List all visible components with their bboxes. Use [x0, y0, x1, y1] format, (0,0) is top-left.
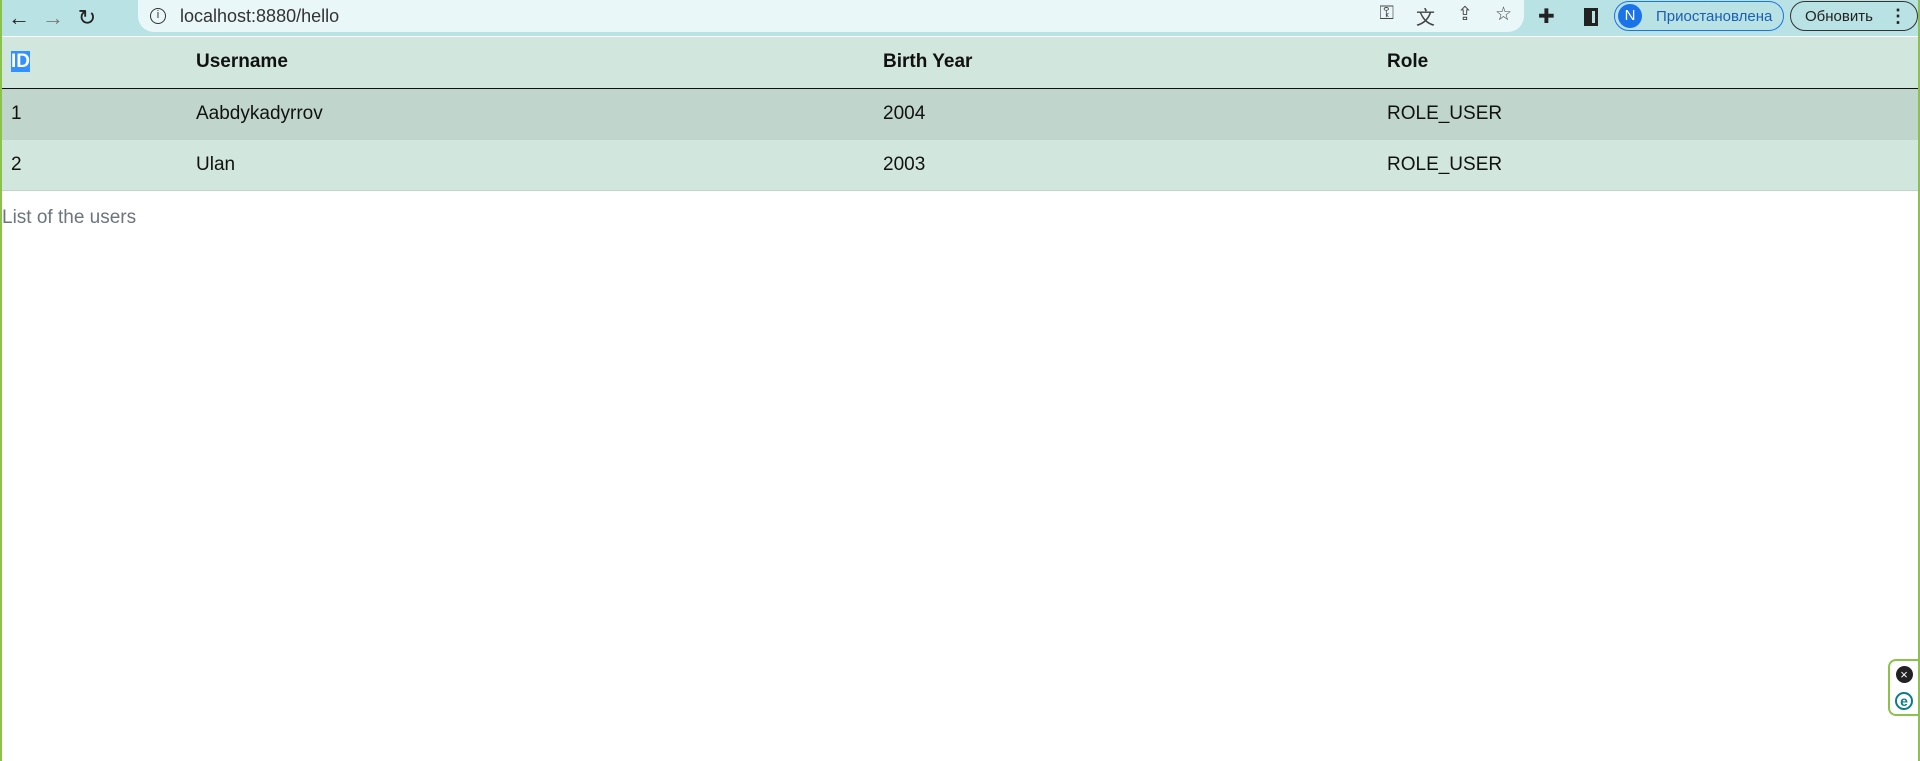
share-icon[interactable]: ⇪ [1457, 3, 1473, 25]
back-icon[interactable]: ← [8, 5, 30, 30]
reload-icon[interactable]: ↻ [77, 5, 97, 30]
cell-role: ROLE_USER [1387, 153, 1503, 175]
table-header-row: ID Username Birth Year Role [2, 37, 1918, 88]
header-username: Username [196, 51, 288, 73]
profile-status: Приостановлена [1656, 7, 1773, 25]
key-icon[interactable]: ⚿ [1379, 2, 1395, 24]
url-text[interactable]: localhost:8880/hello [180, 5, 340, 26]
cell-birth-year: 2004 [883, 102, 926, 124]
header-id: ID [11, 51, 30, 73]
table-caption: List of the users [2, 206, 137, 228]
info-icon[interactable]: i [150, 8, 166, 24]
side-panel-icon[interactable] [1584, 8, 1598, 26]
floating-widget: × e [1888, 659, 1918, 716]
puzzle-icon[interactable]: ✚ [1538, 6, 1555, 28]
cell-username: Aabdykadyrrov [196, 102, 323, 124]
forward-icon[interactable]: → [42, 5, 64, 30]
cell-username: Ulan [196, 153, 236, 175]
address-bar[interactable]: i localhost:8880/hello ⚿ 文 ⇪ ☆ [138, 0, 1524, 32]
table-row: 1 Aabdykadyrrov 2004 ROLE_USER [2, 88, 1918, 139]
header-role: Role [1387, 51, 1429, 73]
table-row: 2 Ulan 2003 ROLE_USER [2, 139, 1918, 190]
translate-icon[interactable]: 文 [1416, 7, 1436, 29]
users-table: ID Username Birth Year Role 1 Aabdykadyr… [2, 37, 1918, 191]
close-icon[interactable]: × [1895, 665, 1913, 683]
update-label: Обновить [1805, 7, 1873, 25]
extension-e-icon[interactable]: e [1895, 691, 1913, 710]
cell-role: ROLE_USER [1387, 102, 1503, 124]
browser-toolbar: ← → ↻ i localhost:8880/hello ⚿ 文 ⇪ ☆ ✚ N… [2, 0, 1918, 36]
cell-id: 1 [11, 102, 22, 124]
update-button[interactable]: Обновить ⋮ [1790, 1, 1918, 31]
menu-dots-icon[interactable]: ⋮ [1889, 5, 1907, 26]
cell-id: 2 [11, 153, 22, 175]
header-birth-year: Birth Year [883, 51, 973, 73]
avatar: N [1618, 4, 1642, 28]
profile-button[interactable]: N Приостановлена [1614, 1, 1784, 31]
star-icon[interactable]: ☆ [1494, 3, 1512, 25]
cell-birth-year: 2003 [883, 153, 926, 175]
